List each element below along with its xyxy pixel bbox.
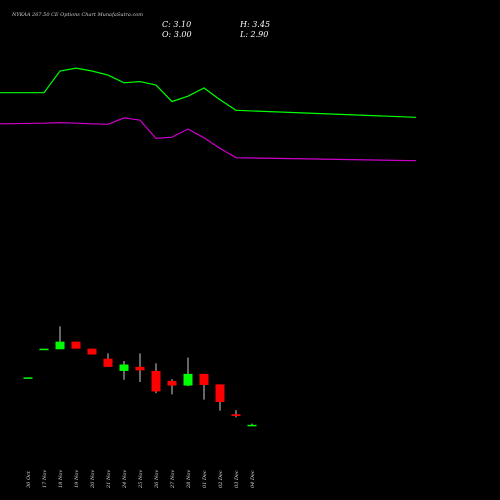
x-tick-label: 24 Nov <box>122 470 128 489</box>
candle-body <box>199 373 209 385</box>
candle-body <box>183 373 193 386</box>
candle <box>71 341 81 349</box>
x-tick-label: 01 Dec <box>202 470 208 488</box>
candle-body <box>151 370 161 392</box>
low-readout: L: 2.90 <box>240 30 269 39</box>
candle <box>247 423 257 427</box>
open-readout: O: 3.00 <box>162 30 192 39</box>
lower-band-line <box>0 117 417 162</box>
x-axis-labels: 30 Oct 17 Nov 18 Nov 19 Nov 20 Nov 21 Nov 24 N… <box>26 470 256 489</box>
candle <box>87 348 97 355</box>
candle-body <box>103 358 113 367</box>
candle <box>231 410 241 418</box>
upper-band-line <box>0 67 417 118</box>
candle <box>215 384 225 411</box>
x-tick-label: 17 Nov <box>42 470 48 488</box>
candle <box>183 357 193 387</box>
candle <box>39 348 49 351</box>
candle <box>199 373 209 400</box>
x-tick-label: 20 Nov <box>90 470 96 489</box>
candles <box>23 326 257 427</box>
x-tick-label: 26 Nov <box>154 470 160 489</box>
candle <box>23 377 33 379</box>
candle-body <box>247 424 257 427</box>
candle-body <box>87 348 97 355</box>
chart-title: NYKAA 267.50 CE Options Chart MunafaSutr… <box>12 12 144 18</box>
candle-body <box>71 341 81 349</box>
candle-body <box>23 377 33 379</box>
candle <box>167 379 177 395</box>
x-tick-label: 21 Nov <box>106 470 112 489</box>
candle <box>135 353 145 383</box>
x-tick-label: 25 Nov <box>138 470 144 489</box>
candle <box>103 353 113 367</box>
candle <box>55 326 65 350</box>
band-lines <box>0 67 417 162</box>
x-tick-label: 04 Dec <box>250 470 256 488</box>
candle-body <box>231 414 241 417</box>
candle-body <box>167 380 177 386</box>
x-tick-label: 27 Nov <box>170 470 176 489</box>
x-tick-label: 19 Nov <box>74 470 80 488</box>
x-tick-label: 02 Dec <box>218 470 224 488</box>
x-tick-label: 30 Oct <box>26 470 32 488</box>
candle-body <box>39 348 49 351</box>
high-readout: H: 3.45 <box>240 20 271 29</box>
candle-body <box>119 364 129 371</box>
x-tick-label: 03 Dec <box>234 470 240 488</box>
candle-body <box>135 366 145 371</box>
candle-body <box>215 384 225 402</box>
close-readout: C: 3.10 <box>162 20 192 29</box>
candle-body <box>55 341 65 350</box>
x-tick-label: 28 Nov <box>186 470 192 489</box>
x-tick-label: 18 Nov <box>58 470 64 488</box>
candle <box>119 360 129 380</box>
candle <box>151 363 161 394</box>
